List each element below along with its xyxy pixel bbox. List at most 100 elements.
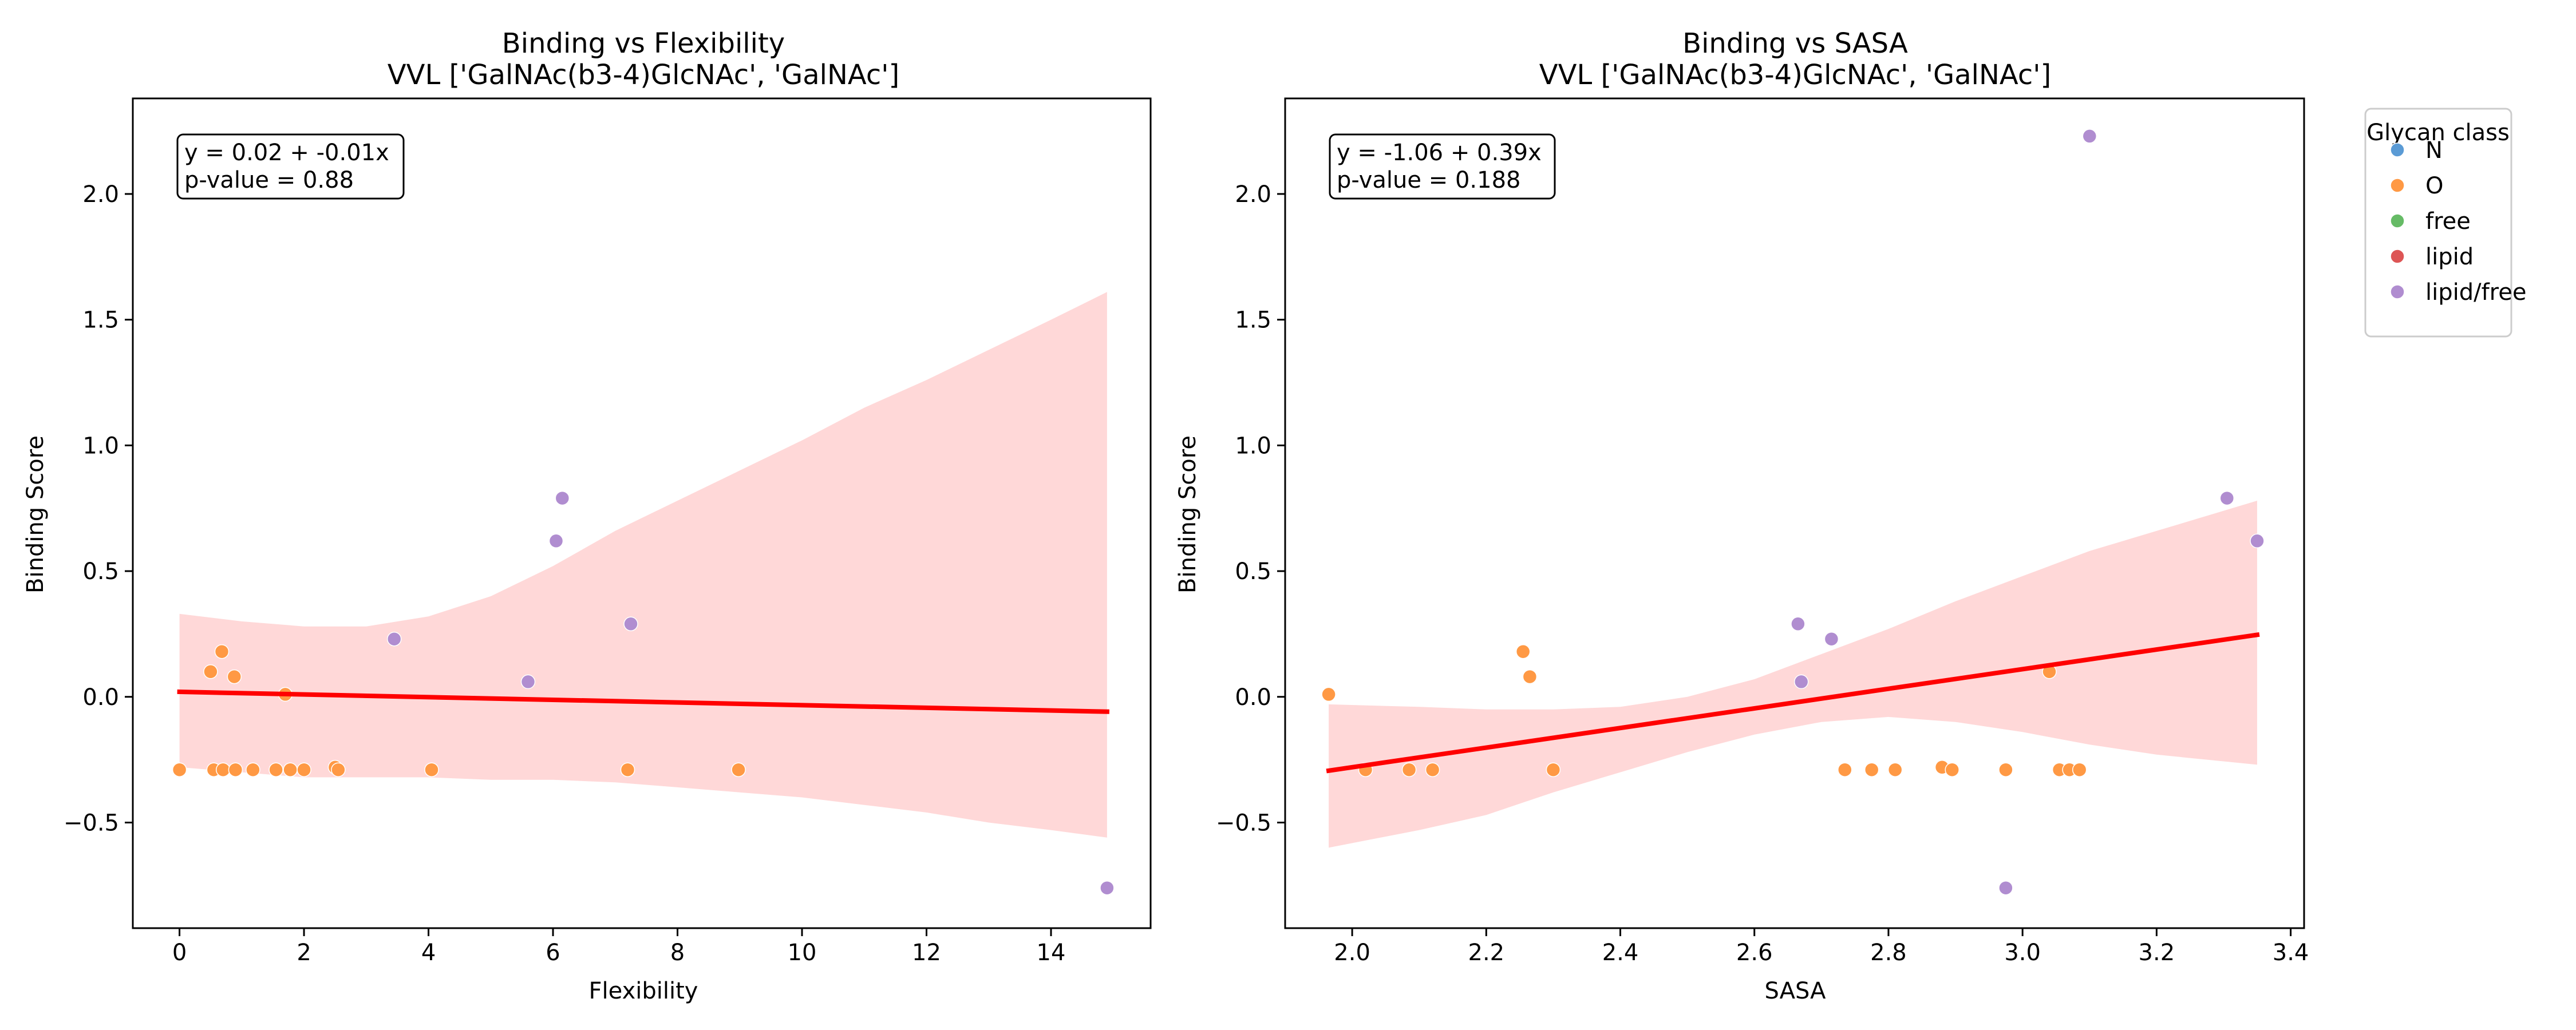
flexibility-x-tick-label: 0 <box>172 940 187 966</box>
flexibility-annotation-equation: y = 0.02 + -0.01x <box>184 140 389 166</box>
sasa-y-tick-label: 0.5 <box>1235 558 1271 585</box>
flexibility-annotation-box <box>176 133 405 200</box>
flexibility-y-axis-label: Binding Score <box>22 435 49 593</box>
sasa-point-o <box>1998 762 2013 777</box>
sasa-point-o <box>1425 762 1440 777</box>
legend-label: free <box>2425 208 2471 235</box>
flexibility-chart-subtitle: VVL ['GalNAc(b3-4)GlcNAc', 'GalNAc'] <box>388 59 899 91</box>
legend-label: O <box>2425 173 2443 199</box>
legend-marker <box>2390 142 2405 157</box>
flexibility-x-tick-label: 4 <box>421 940 436 966</box>
sasa-plot-area: 2.0 2.2 2.4 2.6 2.8 3.0 3.2 3.4 −0.5 0.0 0.5 1.0 1.5… <box>1216 97 2309 966</box>
sasa-x-tick-label: 3.2 <box>2139 940 2175 966</box>
sasa-x-tick-label: 2.2 <box>1468 940 1505 966</box>
sasa-x-tick-label: 2.8 <box>1870 940 1907 966</box>
flexibility-plot-area: 0 2 4 6 8 10 12 14 −0.5 0.0 0.5 1.0 1.5 2.0 <box>64 97 1152 966</box>
legend-title: Glycan class <box>2366 120 2510 146</box>
flexibility-y-tick-label: 1.5 <box>82 307 119 334</box>
flexibility-y-tick-label: 1.0 <box>82 433 119 459</box>
sasa-point-lipid-free <box>2219 490 2235 506</box>
sasa-point-lipid-free <box>1793 674 1809 690</box>
sasa-panel: Binding vs SASA VVL ['GalNAc(b3-4)GlcNAc… <box>1175 27 2309 1004</box>
sasa-x-axis-label: SASA <box>1765 978 1827 1004</box>
flexibility-annotation-pvalue: p-value = 0.88 <box>184 167 354 193</box>
legend-marker <box>2390 178 2405 193</box>
sasa-y-tick-label: 1.0 <box>1235 433 1271 459</box>
flexibility-point-o <box>620 762 635 777</box>
flexibility-axes-frame <box>132 97 1152 929</box>
flexibility-y-tick-label: 0.0 <box>82 684 119 711</box>
sasa-y-axis-label: Binding Score <box>1175 435 1201 593</box>
flexibility-point-o <box>215 762 231 777</box>
sasa-y-tick-label: −0.5 <box>1216 810 1271 836</box>
flexibility-point-o <box>331 762 346 777</box>
sasa-axes-frame <box>1284 97 2305 929</box>
flexibility-point-o <box>203 664 218 679</box>
sasa-annotation-box <box>1329 133 1556 200</box>
flexibility-point-o <box>731 762 746 777</box>
flexibility-x-tick-label: 8 <box>670 940 685 966</box>
sasa-x-tick-label: 2.6 <box>1736 940 1773 966</box>
sasa-x-tick-label: 2.0 <box>1334 940 1370 966</box>
sasa-point-lipid-free <box>2082 129 2097 144</box>
sasa-point-lipid-free <box>2250 533 2265 549</box>
sasa-point-o <box>1522 669 1538 684</box>
flexibility-confidence-band <box>179 292 1107 838</box>
flexibility-point-lipid-free <box>386 631 402 647</box>
sasa-regression-annotation: y = -1.06 + 0.39x p-value = 0.188 <box>1329 133 1556 200</box>
sasa-x-tick-label: 3.4 <box>2273 940 2309 966</box>
legend-label: N <box>2425 137 2443 164</box>
sasa-annotation-pvalue: p-value = 0.188 <box>1337 167 1520 193</box>
flexibility-point-lipid-free <box>555 490 570 506</box>
sasa-point-lipid-free <box>1998 880 2013 896</box>
sasa-annotation-equation: y = -1.06 + 0.39x <box>1337 140 1542 166</box>
flexibility-x-tick-label: 12 <box>912 940 941 966</box>
flexibility-point-o <box>424 762 439 777</box>
sasa-point-o <box>2072 762 2087 777</box>
sasa-chart-subtitle: VVL ['GalNAc(b3-4)GlcNAc', 'GalNAc'] <box>1539 59 2051 91</box>
sasa-point-o <box>1321 687 1336 702</box>
sasa-chart-title: Binding vs SASA <box>1682 27 1908 60</box>
flexibility-x-tick-label: 6 <box>546 940 560 966</box>
legend-label: lipid <box>2425 244 2474 270</box>
flexibility-x-tick-label: 10 <box>788 940 817 966</box>
flexibility-point-lipid-free <box>1100 880 1115 896</box>
flexibility-point-o <box>246 762 260 777</box>
sasa-x-tick-label: 3.0 <box>2004 940 2041 966</box>
flexibility-x-tick-label: 2 <box>297 940 311 966</box>
sasa-point-o <box>1864 762 1879 777</box>
flexibility-point-o <box>297 762 311 777</box>
sasa-point-o <box>1546 762 1561 777</box>
flexibility-y-tick-label: 0.5 <box>82 558 119 585</box>
sasa-y-tick-label: 2.0 <box>1235 181 1271 208</box>
sasa-point-o <box>1515 644 1531 659</box>
sasa-confidence-band <box>1329 501 2257 848</box>
sasa-x-tick-label: 2.4 <box>1602 940 1639 966</box>
sasa-point-o <box>1945 762 1959 777</box>
sasa-point-lipid-free <box>1791 616 1805 632</box>
legend-marker <box>2390 284 2405 299</box>
legend-frame <box>2364 108 2512 338</box>
flexibility-x-tick-label: 14 <box>1037 940 1066 966</box>
flexibility-panel: Binding vs Flexibility VVL ['GalNAc(b3-4… <box>22 27 1152 1004</box>
flexibility-point-lipid-free <box>548 533 564 549</box>
sasa-point-o <box>1401 762 1417 777</box>
flexibility-point-o <box>268 762 283 777</box>
flexibility-point-lipid-free <box>520 674 536 690</box>
flexibility-point-o <box>228 762 243 777</box>
flexibility-regression-annotation: y = 0.02 + -0.01x p-value = 0.88 <box>176 133 405 200</box>
flexibility-point-lipid-free <box>623 616 638 632</box>
legend-marker <box>2390 249 2405 264</box>
flexibility-point-o <box>227 669 242 684</box>
flexibility-y-tick-label: 2.0 <box>82 181 119 208</box>
legend-marker <box>2390 213 2405 228</box>
sasa-regression-line <box>1326 632 2260 774</box>
flexibility-point-o <box>283 762 298 777</box>
flexibility-regression-line <box>177 689 1109 714</box>
legend-label: lipid/free <box>2425 279 2526 306</box>
flexibility-x-axis-label: Flexibility <box>589 978 698 1004</box>
sasa-point-lipid-free <box>1824 631 1839 647</box>
flexibility-point-o <box>214 644 230 659</box>
